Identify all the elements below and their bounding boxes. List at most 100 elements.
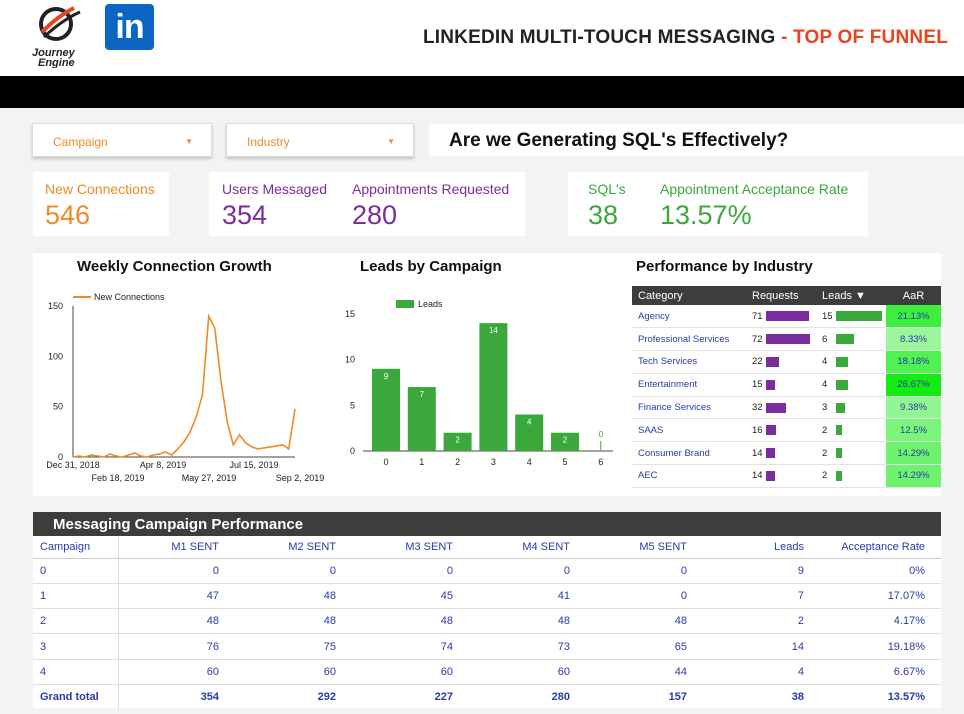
col-m2-sent[interactable]: M2 SENT (235, 536, 352, 559)
requests-cell: 32 (746, 396, 816, 420)
industry-filter-dropdown[interactable]: Industry ▼ (226, 123, 414, 157)
line-chart-title: Weekly Connection Growth (77, 258, 272, 275)
leads-cell: 4 (816, 350, 886, 374)
bar-data-label: 2 (563, 436, 568, 445)
table-row[interactable]: Entertainment 15 4 26.67% (632, 373, 941, 397)
table-row[interactable]: Agency 71 15 21.13% (632, 305, 941, 329)
table-row[interactable]: SAAS 16 2 12.5% (632, 418, 941, 443)
col-m1-sent[interactable]: M1 SENT (118, 536, 235, 559)
cell-campaign: 4 (33, 659, 119, 685)
legend-swatch (396, 300, 414, 308)
kpi-card-messaging: Users Messaged 354 Appointments Requeste… (209, 172, 525, 236)
x-tick-label: Jul 15, 2019 (229, 460, 278, 470)
leads-cell: 15 (816, 305, 886, 329)
aar-cell: 21.13% (886, 305, 941, 329)
x-tick-label: 3 (491, 457, 496, 467)
col-m3-sent[interactable]: M3 SENT (352, 536, 469, 559)
industry-category: Tech Services (632, 350, 746, 374)
table-row[interactable]: 2 48 48 48 48 48 2 4.17% (33, 608, 941, 635)
kpi-value: 354 (222, 200, 268, 230)
industry-category: Entertainment (632, 373, 746, 397)
bar-campaign-5 (551, 432, 579, 451)
leads-value: 15 (822, 310, 833, 322)
leads-by-campaign-bar-chart: Leads 0 5 10 15 9 0 7 1 2 2 14 3 4 4 2 5 0 6 (345, 299, 613, 467)
y-tick-label: 100 (48, 351, 63, 361)
requests-bar (766, 311, 810, 322)
cell-campaign: Grand total (33, 683, 119, 710)
table-row[interactable]: 0 0 0 0 0 0 9 0% (33, 558, 941, 584)
industry-category: Finance Services (632, 396, 746, 420)
cell-m5-sent: 0 (586, 583, 703, 610)
col-aar[interactable]: AaR (886, 286, 941, 305)
table-row[interactable]: 4 60 60 60 60 44 4 6.67% (33, 659, 941, 685)
leads-cell: 2 (816, 441, 886, 466)
cell-leads: 4 (703, 659, 820, 685)
requests-value: 71 (752, 310, 763, 322)
kpi-card-new-connections: New Connections 546 (33, 172, 169, 236)
cell-m3-sent: 60 (352, 659, 469, 685)
cell-m5-sent: 157 (586, 683, 703, 710)
col-leads[interactable]: Leads (703, 536, 820, 559)
cell-m4-sent: 48 (469, 608, 586, 635)
table-row[interactable]: AEC 14 2 14.29% (632, 464, 941, 488)
col-m4-sent[interactable]: M4 SENT (469, 536, 586, 559)
svg-text:Journey: Journey (32, 47, 76, 59)
linkedin-logo: in (105, 4, 154, 50)
col-campaign[interactable]: Campaign (33, 536, 119, 559)
col-acceptance-rate[interactable]: Acceptance Rate (820, 536, 941, 559)
grand-total-row[interactable]: Grand total 354 292 227 280 157 38 13.57% (33, 683, 941, 710)
leads-bar (836, 311, 882, 322)
campaign-filter-label: Campaign (53, 135, 108, 149)
cell-m1-sent: 0 (118, 558, 235, 584)
chevron-down-icon: ▼ (387, 137, 395, 146)
y-tick-label: 10 (345, 355, 355, 365)
x-tick-label: 5 (562, 457, 567, 467)
requests-value: 22 (752, 356, 763, 368)
col-m5-sent[interactable]: M5 SENT (586, 536, 703, 559)
requests-bar (766, 356, 780, 367)
cell-m2-sent: 48 (235, 583, 352, 610)
cell-m3-sent: 74 (352, 633, 469, 660)
cell-acceptance-rate: 6.67% (820, 659, 941, 685)
leads-cell: 2 (816, 464, 886, 488)
cell-leads: 38 (703, 683, 820, 710)
col-requests[interactable]: Requests (746, 286, 816, 305)
table-header-row: Category Requests Leads ▼ AaR (632, 286, 941, 305)
bar-data-label: 9 (384, 372, 389, 381)
messaging-performance-panel: Messaging Campaign Performance Campaign M… (33, 512, 941, 710)
cell-m1-sent: 47 (118, 583, 235, 610)
bar-data-label: 14 (489, 326, 498, 335)
aar-cell: 8.33% (886, 327, 941, 352)
table-row[interactable]: Professional Services 72 6 8.33% (632, 327, 941, 352)
col-leads[interactable]: Leads ▼ (816, 286, 886, 305)
leads-bar (836, 402, 846, 413)
col-category[interactable]: Category (632, 286, 746, 305)
leads-bar (836, 425, 843, 436)
table-row[interactable]: Consumer Brand 14 2 14.29% (632, 441, 941, 466)
y-tick-label: 15 (345, 309, 355, 319)
table-row[interactable]: 1 47 48 45 41 0 7 17.07% (33, 583, 941, 610)
leads-bar (836, 356, 849, 367)
requests-bar (766, 334, 810, 345)
cell-m4-sent: 73 (469, 633, 586, 660)
table-row[interactable]: Tech Services 22 4 18.18% (632, 350, 941, 374)
requests-value: 14 (752, 470, 763, 482)
campaign-filter-dropdown[interactable]: Campaign ▼ (32, 123, 212, 157)
table-row[interactable]: 3 76 75 74 73 65 14 19.18% (33, 633, 941, 660)
requests-value: 14 (752, 447, 763, 459)
aar-cell: 12.5% (886, 418, 941, 443)
table-header-row: Campaign M1 SENT M2 SENT M3 SENT M4 SENT M5 S… (33, 536, 941, 559)
cell-campaign: 2 (33, 608, 119, 635)
requests-value: 72 (752, 333, 763, 345)
page-title: LINKEDIN MULTI-TOUCH MESSAGING - TOP OF … (423, 27, 948, 49)
requests-bar (766, 402, 786, 413)
leads-value: 2 (822, 447, 828, 459)
industry-filter-label: Industry (247, 135, 290, 149)
leads-cell: 4 (816, 373, 886, 397)
table-row[interactable]: Finance Services 32 3 9.38% (632, 396, 941, 420)
messaging-table-title: Messaging Campaign Performance (33, 512, 941, 536)
x-tick-label: Dec 31, 2018 (46, 460, 100, 470)
aar-cell: 14.29% (886, 464, 941, 488)
cell-m3-sent: 45 (352, 583, 469, 610)
cell-m4-sent: 280 (469, 683, 586, 710)
